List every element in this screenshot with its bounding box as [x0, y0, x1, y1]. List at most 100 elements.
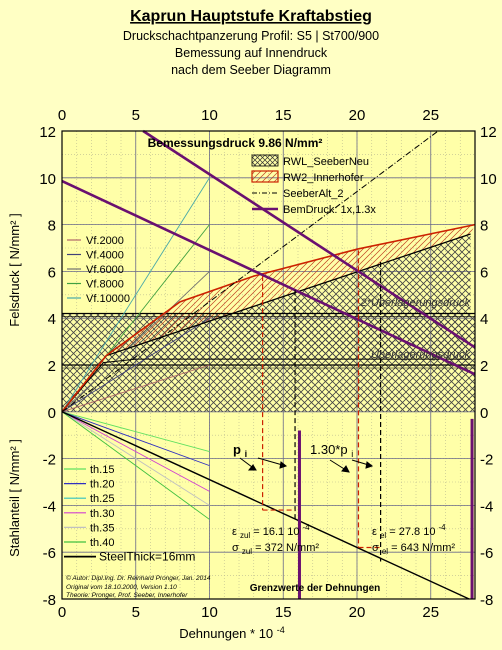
- y-tick-label-right: 12: [480, 124, 497, 141]
- eps-el-val: = 27.8 10: [389, 526, 435, 538]
- th-line-4: [61, 411, 210, 506]
- vf-line-0: [61, 364, 210, 413]
- eps-el-exp: -4: [439, 523, 447, 532]
- eps-zul-sub: zul: [240, 531, 250, 540]
- th-line-0: [61, 411, 210, 453]
- pi-arrow-1-head: [247, 464, 257, 471]
- legend-th-label-6: SteelThick=16mm: [99, 550, 195, 564]
- rwl-lower-line: [61, 358, 471, 413]
- legend-th-label-1: th.20: [90, 479, 114, 491]
- sigma-el-text: σ el = 643 N/mm²: [372, 542, 455, 557]
- pi13-label-sub: i: [351, 449, 353, 459]
- sigma-zul-sub: zul: [242, 547, 252, 556]
- sigma-zul-val: = 372 N/mm²: [255, 542, 319, 554]
- legend-th: th.15 th.20 th.25 th.30 th.35 th.40SteelThick…: [64, 464, 195, 564]
- y-tick-label-right: -2: [480, 452, 493, 469]
- eps-zul-text: ε zul = 16.1 10 -4: [232, 523, 310, 541]
- y-tick-label-right: 0: [480, 405, 488, 422]
- eps-zul-exp: -4: [303, 523, 311, 532]
- eps-zul-val: = 16.1 10: [253, 526, 299, 538]
- y-tick-label-left: 4: [48, 311, 56, 328]
- y-tick-label-right: 8: [480, 218, 488, 235]
- y-tick-label-left: 0: [48, 405, 56, 422]
- y-tick-label-left: 10: [39, 171, 56, 188]
- legend-th-label-0: th.15: [90, 464, 114, 476]
- y-tick-label-left: -6: [43, 545, 56, 562]
- eps-el-sym: ε: [372, 526, 377, 538]
- bem-line-1: [142, 129, 476, 349]
- credit-line-1: © Autor: Dipl.Ing. Dr. Reinhard Pronger,…: [66, 574, 211, 582]
- x-tick-label-bottom: 0: [58, 604, 66, 621]
- pi13-label-main: 1.30*p: [310, 442, 348, 457]
- y-tick-label-right: 10: [480, 171, 497, 188]
- pi-label-sub: i: [245, 449, 248, 459]
- y-axis-label-bottom: Stahlanteil [ N/mm² ]: [7, 439, 22, 557]
- legend-th-label-5: th.40: [90, 537, 114, 549]
- x-tick-label-top: 10: [201, 107, 218, 124]
- chart-title: Kaprun Hauptstufe Kraftabstieg: [130, 8, 372, 25]
- x-axis-label-exp: -4: [277, 625, 285, 635]
- x-tick-label-bottom: 5: [132, 604, 140, 621]
- series-lines: [61, 129, 476, 600]
- y-tick-label-left: -8: [43, 592, 56, 609]
- th-line-5: [61, 411, 210, 520]
- y-axis-label-top: Felsdruck [ N/mm² ]: [7, 213, 22, 326]
- y-tick-label-right: -6: [480, 545, 493, 562]
- legend-rwl-swatch: [251, 154, 279, 167]
- legend-rw2-label: RW2_Innerhofer: [283, 172, 364, 184]
- legend-th-label-4: th.35: [90, 522, 114, 534]
- legend-seeberalt-label: SeeberAlt_2: [283, 188, 344, 200]
- pi-arrow-2-head: [279, 461, 288, 469]
- sigma-zul-sym: σ: [232, 542, 239, 554]
- legend-vf-label-3: Vf.8000: [86, 279, 124, 291]
- credit-line-3: Theorie: Pronger, Prof. Seeber, Innerhof…: [66, 592, 188, 599]
- eps-el-sub: el: [380, 531, 386, 540]
- x-tick-label-top: 25: [422, 107, 439, 124]
- pi13-arrow-1-head: [341, 465, 350, 473]
- y-tick-label-right: 4: [480, 311, 488, 328]
- x-tick-label-bottom: 10: [201, 604, 218, 621]
- y-tick-label-left: 8: [48, 218, 56, 235]
- eps-zul-sym: ε: [232, 526, 237, 538]
- ref-label-overburden: Überlagerungsdruck: [371, 349, 471, 361]
- y-tick-label-left: 12: [39, 124, 56, 141]
- bem-line-0: [61, 179, 476, 376]
- design-pressure-label: Bemessungsdruck 9.86 N/mm²: [148, 136, 323, 150]
- rw2-area: [62, 224, 475, 412]
- legend-th-label-3: th.30: [90, 508, 114, 520]
- legend-vf-label-0: Vf.2000: [86, 235, 124, 247]
- sigma-zul-text: σ zul = 372 N/mm²: [232, 542, 319, 557]
- y-tick-label-left: 2: [48, 358, 56, 375]
- pi13-label: 1.30*p i: [310, 442, 353, 459]
- x-tick-label-top: 20: [349, 107, 366, 124]
- x-tick-label-bottom: 20: [349, 604, 366, 621]
- pi-arrows: [239, 457, 374, 473]
- legend-bemdruck-label: BemDruck: 1x,1.3x: [283, 204, 376, 216]
- x-axis-label: Dehnungen * 10 -4: [179, 625, 285, 641]
- legend-vf-label-2: Vf.6000: [86, 264, 124, 276]
- vf-line-4: [61, 177, 210, 413]
- subtitle-line-3: nach dem Seeber Diagramm: [171, 63, 331, 77]
- x-tick-label-top: 5: [132, 107, 140, 124]
- vf-line-2: [61, 271, 210, 413]
- vf-line-1: [61, 317, 210, 413]
- legend-vf-label-1: Vf.4000: [86, 250, 124, 262]
- subtitle-line-2: Bemessung auf Innendruck: [175, 46, 328, 60]
- credit-line-2: Original vom 18.10.2000, Version 1.10: [66, 584, 177, 591]
- legend-rw2-swatch: [251, 170, 279, 183]
- y-tick-label-left: -2: [43, 452, 56, 469]
- x-tick-label-bottom: 15: [275, 604, 292, 621]
- y-tick-label-left: -4: [43, 498, 56, 515]
- legend-vf-label-4: Vf.10000: [86, 293, 130, 305]
- y-tick-label-right: 6: [480, 264, 488, 281]
- x-axis-label-text: Dehnungen * 10: [179, 626, 273, 641]
- sigma-el-sub: el: [382, 547, 388, 556]
- pi-label-main: p: [233, 442, 241, 457]
- subtitle-line-1: Druckschachtpanzerung Profil: S5 | St700…: [123, 29, 379, 43]
- steel-thick-line: [61, 411, 470, 600]
- x-tick-label-top: 15: [275, 107, 292, 124]
- seeber-alt-line: [61, 130, 439, 413]
- legend-rwl-label: RWL_SeeberNeu: [283, 156, 369, 168]
- axis-ticks: 0 0 5 5 10 10 15 15 20 20 25 25 -8 -8 -6 -6 -4 -4 -2 -2 0 0 2 2…: [39, 107, 496, 621]
